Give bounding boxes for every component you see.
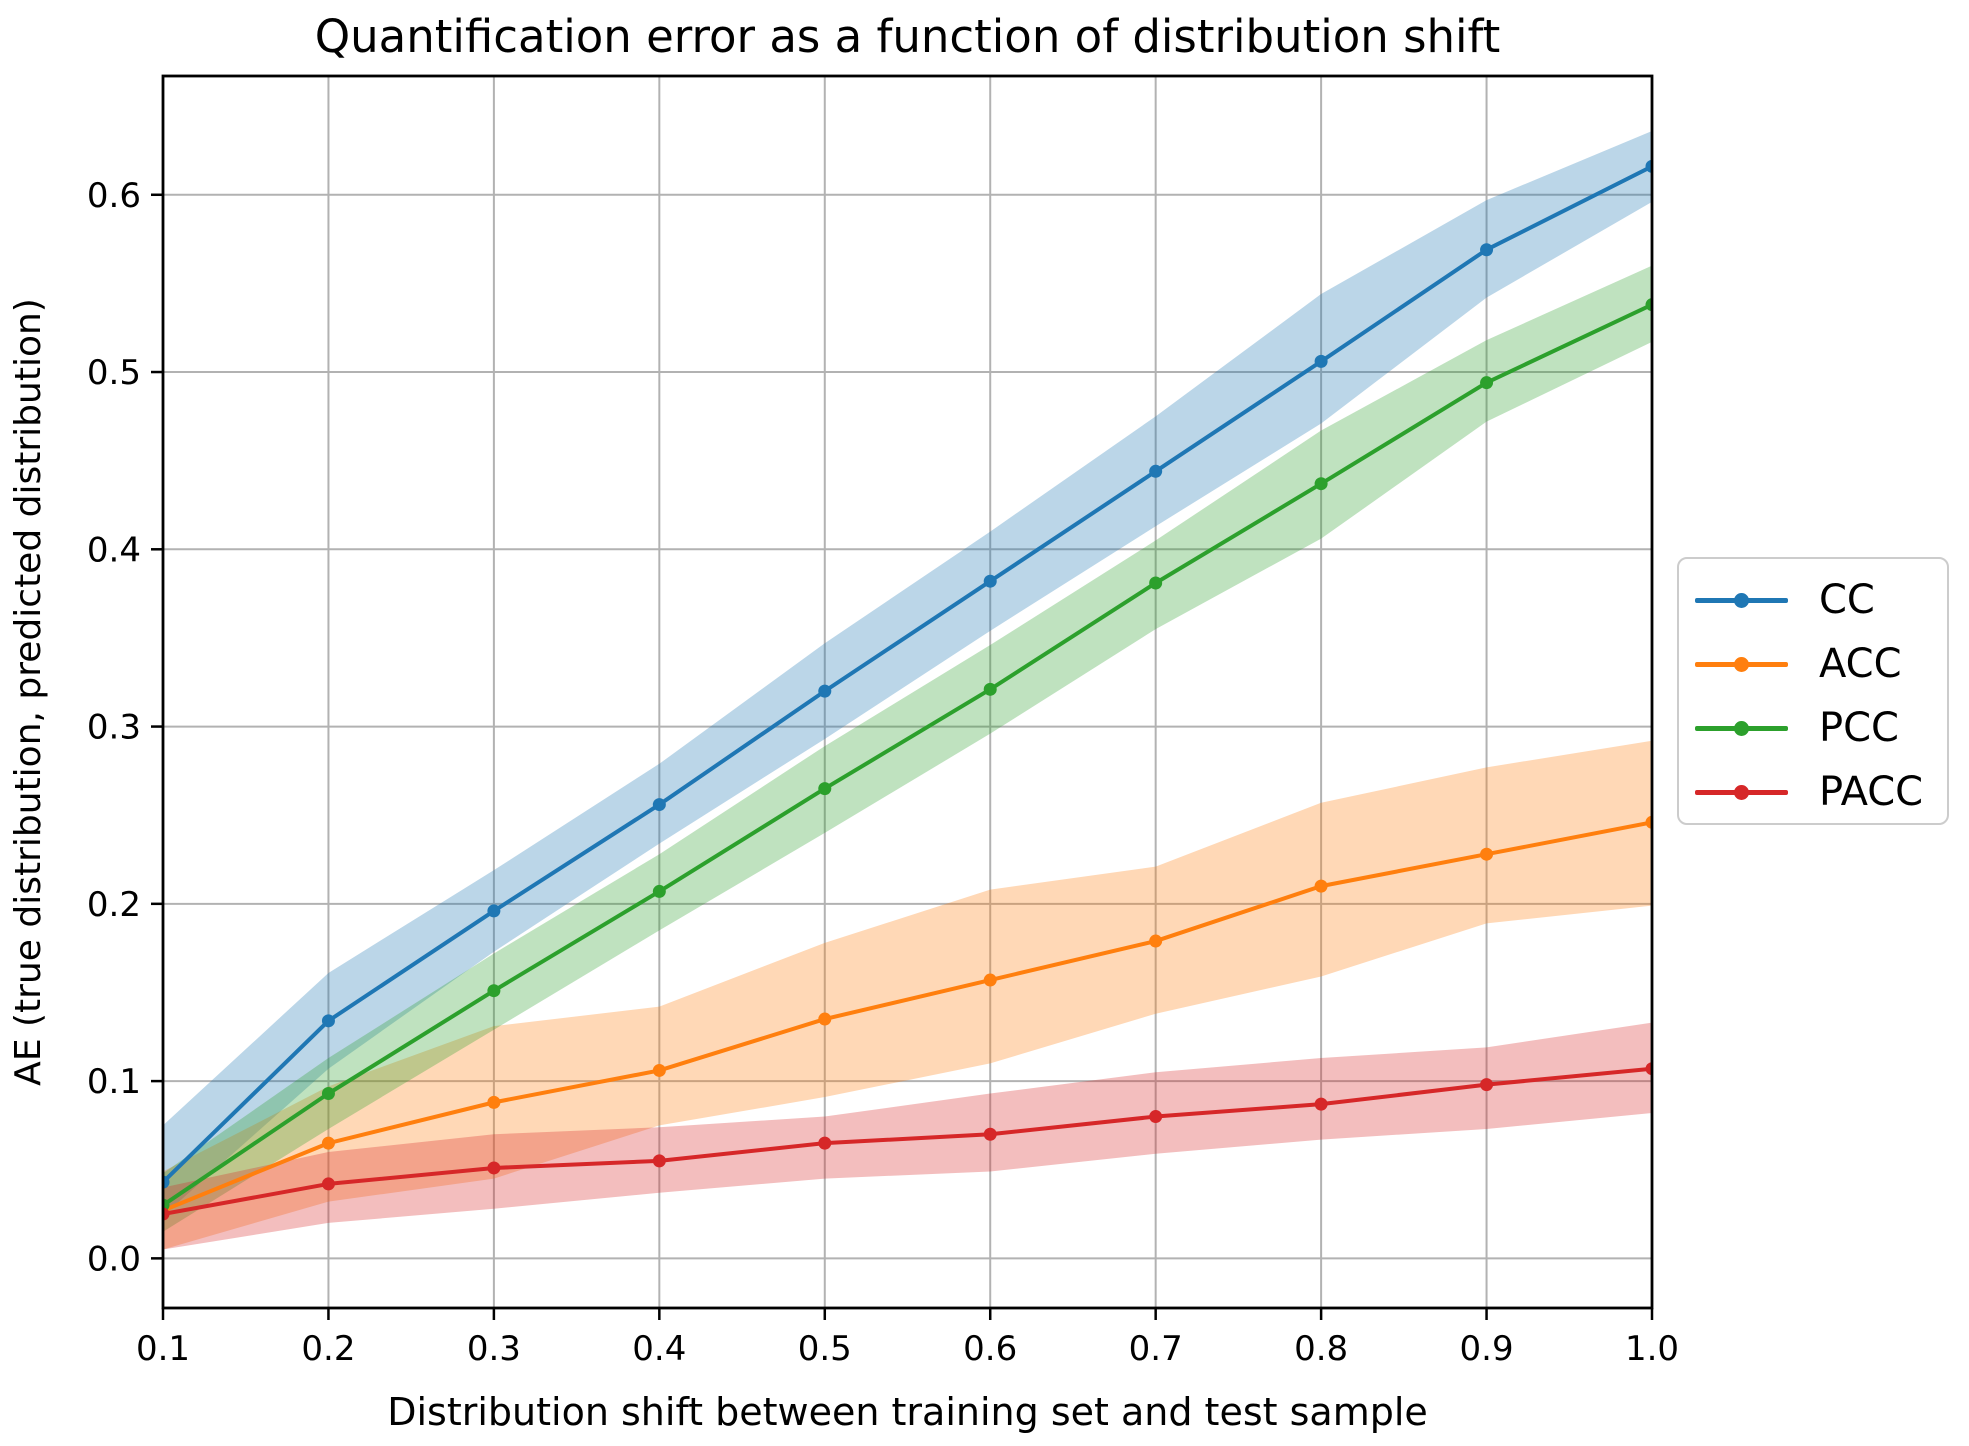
marker-CC bbox=[1314, 354, 1328, 368]
marker-PCC bbox=[1645, 298, 1652, 312]
legend-entry-cc: CC bbox=[1695, 568, 1947, 632]
marker-PACC bbox=[321, 1177, 335, 1191]
y-tick-label: 0.2 bbox=[87, 885, 141, 925]
marker-CC bbox=[321, 1014, 335, 1028]
axes-spines bbox=[161, 74, 1654, 1310]
legend-entry-acc: ACC bbox=[1695, 632, 1947, 696]
marker-ACC bbox=[321, 1136, 335, 1150]
marker-PCC bbox=[321, 1087, 335, 1101]
marker-CC bbox=[983, 574, 997, 588]
legend-label-acc: ACC bbox=[1819, 641, 1902, 687]
legend-label-cc: CC bbox=[1819, 577, 1875, 623]
y-axis-label: AE (true distribution, predicted distrib… bbox=[8, 298, 49, 1086]
marker-ACC bbox=[1149, 934, 1163, 948]
x-tick-label: 0.2 bbox=[301, 1329, 355, 1369]
marker-PACC bbox=[1645, 1062, 1652, 1076]
marker-CC bbox=[1645, 159, 1652, 173]
marker-ACC bbox=[1645, 815, 1652, 829]
marker-CC bbox=[1149, 464, 1163, 478]
line-PACC bbox=[163, 1066, 1652, 1217]
marker-CC bbox=[818, 684, 832, 698]
marker-PACC bbox=[1314, 1097, 1328, 1111]
marker-PCC bbox=[1149, 576, 1163, 590]
y-tick-label: 0.6 bbox=[87, 176, 141, 216]
chart-title: Quantification error as a function of di… bbox=[315, 10, 1501, 63]
x-tick-label: 0.4 bbox=[632, 1329, 686, 1369]
marker-CC bbox=[652, 798, 666, 812]
x-tick-label: 1.0 bbox=[1625, 1329, 1679, 1369]
marker-PCC bbox=[818, 782, 832, 796]
legend-entry-pacc: PACC bbox=[1695, 760, 1947, 824]
x-tick-label: 0.7 bbox=[1129, 1329, 1183, 1369]
marker-PACC bbox=[1149, 1110, 1163, 1124]
legend-label-pcc: PCC bbox=[1819, 705, 1899, 751]
marker-PACC bbox=[163, 1207, 170, 1221]
x-tick-label: 0.5 bbox=[798, 1329, 852, 1369]
marker-PCC bbox=[1480, 376, 1494, 390]
band-ACC bbox=[163, 740, 1652, 1250]
pcc-line-marker-icon bbox=[1695, 696, 1788, 760]
cc-line-marker-icon bbox=[1695, 568, 1788, 632]
marker-CC bbox=[1480, 243, 1494, 257]
acc-line-marker-icon bbox=[1695, 632, 1788, 696]
marker-PCC bbox=[1314, 477, 1328, 491]
tick-labels: 0.1 0.2 0.3 0.4 0.5 0.6 0.7 0.8 0.9 1.0 0.0 0.1 0.2 0… bbox=[87, 176, 1679, 1369]
y-tick-label: 0.1 bbox=[87, 1062, 141, 1102]
marker-PACC bbox=[652, 1154, 666, 1168]
marker-ACC bbox=[818, 1012, 832, 1026]
y-tick-label: 0.3 bbox=[87, 708, 141, 748]
band-PACC bbox=[163, 1022, 1652, 1250]
legend: CC ACC PCC PACC bbox=[1677, 557, 1949, 825]
y-tick-label: 0.4 bbox=[87, 530, 141, 570]
marker-ACC bbox=[487, 1095, 501, 1109]
line-PCC bbox=[163, 302, 1652, 1207]
x-tick-label: 0.8 bbox=[1294, 1329, 1348, 1369]
marker-CC bbox=[487, 904, 501, 918]
marker-PCC bbox=[983, 682, 997, 696]
marker-CC bbox=[163, 1175, 170, 1189]
marker-PACC bbox=[487, 1161, 501, 1175]
marker-PACC bbox=[1480, 1078, 1494, 1092]
band-CC bbox=[163, 130, 1652, 1216]
y-tick-label: 0.0 bbox=[87, 1239, 141, 1279]
series-lines bbox=[163, 159, 1652, 1221]
x-tick-label: 0.1 bbox=[136, 1329, 190, 1369]
y-tick-label: 0.5 bbox=[87, 353, 141, 393]
marker-ACC bbox=[652, 1063, 666, 1077]
legend-label-pacc: PACC bbox=[1819, 769, 1924, 815]
marker-ACC bbox=[1480, 847, 1494, 861]
marker-ACC bbox=[983, 973, 997, 987]
x-tick-label: 0.6 bbox=[963, 1329, 1017, 1369]
marker-PACC bbox=[818, 1136, 832, 1150]
axis-ticks bbox=[151, 193, 1654, 1320]
pacc-line-marker-icon bbox=[1695, 760, 1788, 824]
line-ACC bbox=[163, 820, 1652, 1213]
x-axis-label: Distribution shift between training set … bbox=[387, 1390, 1428, 1434]
marker-PCC bbox=[487, 984, 501, 998]
x-tick-label: 0.3 bbox=[467, 1329, 521, 1369]
line-CC bbox=[163, 164, 1652, 1184]
marker-PACC bbox=[983, 1127, 997, 1141]
legend-entry-pcc: PCC bbox=[1695, 696, 1947, 760]
x-tick-label: 0.9 bbox=[1460, 1329, 1514, 1369]
marker-ACC bbox=[1314, 879, 1328, 893]
marker-PCC bbox=[652, 884, 666, 898]
